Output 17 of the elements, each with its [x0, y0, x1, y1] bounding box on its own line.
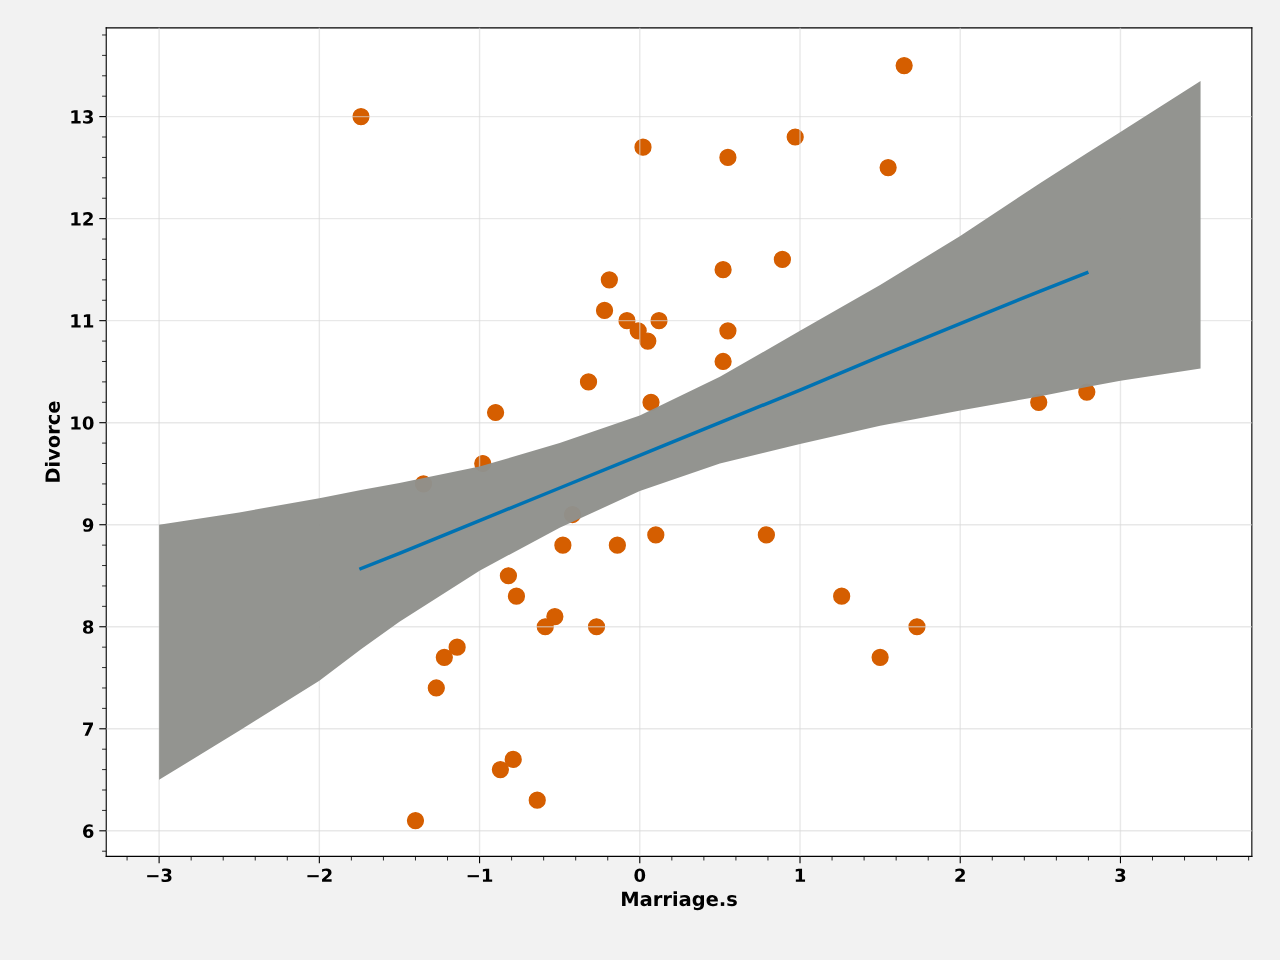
- x-tick-label: 2: [955, 868, 965, 882]
- y-tick-label: 12: [71, 212, 93, 226]
- x-axis-title: Marriage.s: [622, 891, 737, 911]
- y-tick-label: 10: [71, 416, 94, 430]
- x-tick-label: 1: [795, 868, 806, 882]
- y-tick-label: 7: [83, 722, 93, 736]
- y-tick-label: 6: [82, 824, 94, 838]
- x-tick-label: 0: [634, 868, 646, 883]
- y-tick-label: 11: [71, 314, 94, 328]
- y-tick-label: 13: [71, 110, 93, 124]
- x-tick-label: 3: [1115, 868, 1126, 883]
- x-tick-label: −1: [467, 868, 493, 882]
- x-tick-label: −2: [307, 868, 332, 882]
- y-tick-label: 9: [82, 518, 94, 532]
- y-tick-label: 8: [82, 620, 94, 634]
- y-axis-title: Divorce: [44, 401, 60, 482]
- x-tick-label: −3: [147, 868, 172, 883]
